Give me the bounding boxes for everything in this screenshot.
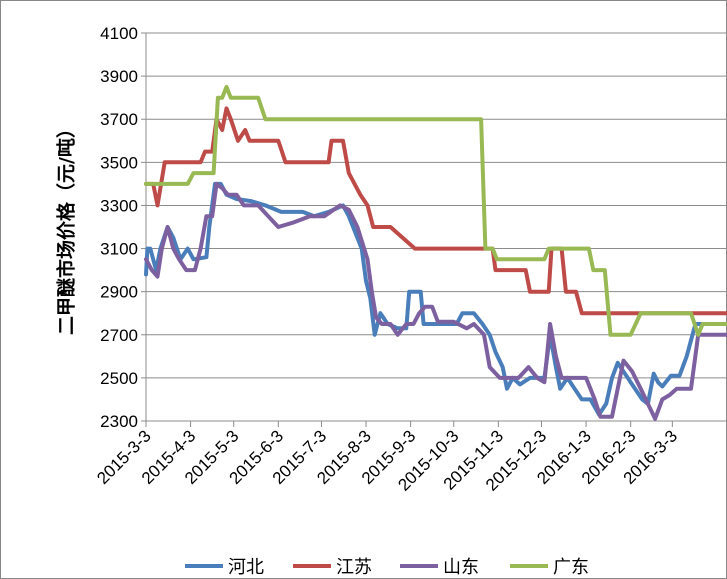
legend-label: 山东: [443, 557, 479, 578]
y-tick-label: 3100: [100, 240, 138, 259]
y-tick-label: 3700: [100, 110, 138, 129]
legend-label: 江苏: [336, 557, 372, 578]
y-tick-label: 3900: [100, 67, 138, 86]
y-tick-labels: 2300 2500 2700 2900 3100 3300 3500 3700 3900 4100: [100, 24, 138, 431]
y-tick-label: 2900: [100, 283, 138, 302]
y-tick-label: 3500: [100, 153, 138, 172]
y-tick-label: 4100: [100, 24, 138, 43]
y-axis-label: 二甲醚市场价格（元/吨）: [55, 119, 78, 335]
y-tick-label: 2500: [100, 369, 138, 388]
series-lines: [144, 84, 727, 421]
series-line: [144, 181, 727, 421]
legend: 河北 江苏 山东 广东: [185, 557, 589, 578]
series-line: [144, 84, 727, 337]
y-tick-label: 3300: [100, 196, 138, 215]
y-tick-label: 2700: [100, 326, 138, 345]
legend-label: 广东: [553, 557, 589, 578]
legend-label: 河北: [228, 557, 264, 578]
series-line: [144, 106, 727, 316]
y-tick-label: 2300: [100, 412, 138, 431]
axes: [141, 32, 727, 427]
